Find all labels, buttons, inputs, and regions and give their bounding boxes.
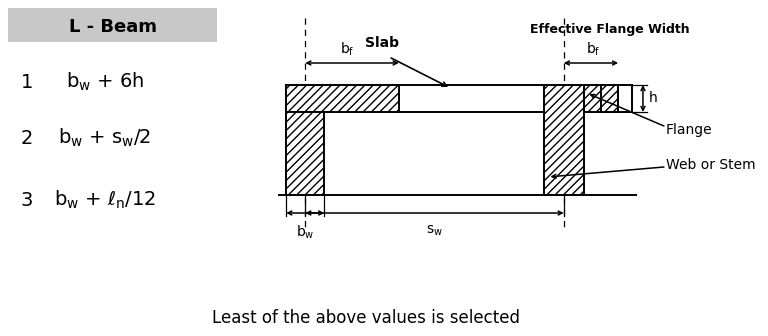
Text: Slab: Slab bbox=[365, 36, 399, 50]
Text: b$_\mathregular{w}$ + s$_\mathregular{w}$/2: b$_\mathregular{w}$ + s$_\mathregular{w}… bbox=[58, 127, 151, 149]
Bar bbox=[286, 85, 399, 112]
Text: b$_\mathregular{w}$: b$_\mathregular{w}$ bbox=[296, 224, 315, 241]
Text: 3: 3 bbox=[21, 191, 33, 210]
Text: 1: 1 bbox=[21, 73, 33, 91]
Bar bbox=[8, 8, 217, 42]
Text: b$_\mathregular{w}$ + $\ell$$_\mathregular{n}$/12: b$_\mathregular{w}$ + $\ell$$_\mathregul… bbox=[54, 189, 156, 211]
Text: b$_\mathregular{f}$: b$_\mathregular{f}$ bbox=[586, 41, 600, 58]
Text: b$_\mathregular{w}$ + 6h: b$_\mathregular{w}$ + 6h bbox=[66, 71, 144, 93]
Text: h: h bbox=[649, 91, 657, 106]
Text: 2: 2 bbox=[21, 128, 33, 148]
Bar bbox=[544, 85, 584, 195]
Text: Web or Stem: Web or Stem bbox=[666, 158, 756, 172]
Text: Least of the above values is selected: Least of the above values is selected bbox=[212, 309, 520, 327]
Text: b$_\mathregular{f}$: b$_\mathregular{f}$ bbox=[340, 41, 355, 58]
Bar bbox=[584, 85, 618, 112]
Bar bbox=[286, 112, 324, 195]
Text: L - Beam: L - Beam bbox=[68, 18, 157, 36]
Text: Flange: Flange bbox=[666, 123, 713, 137]
Text: s$_\mathregular{w}$: s$_\mathregular{w}$ bbox=[426, 224, 443, 239]
Text: Effective Flange Width: Effective Flange Width bbox=[530, 24, 690, 37]
